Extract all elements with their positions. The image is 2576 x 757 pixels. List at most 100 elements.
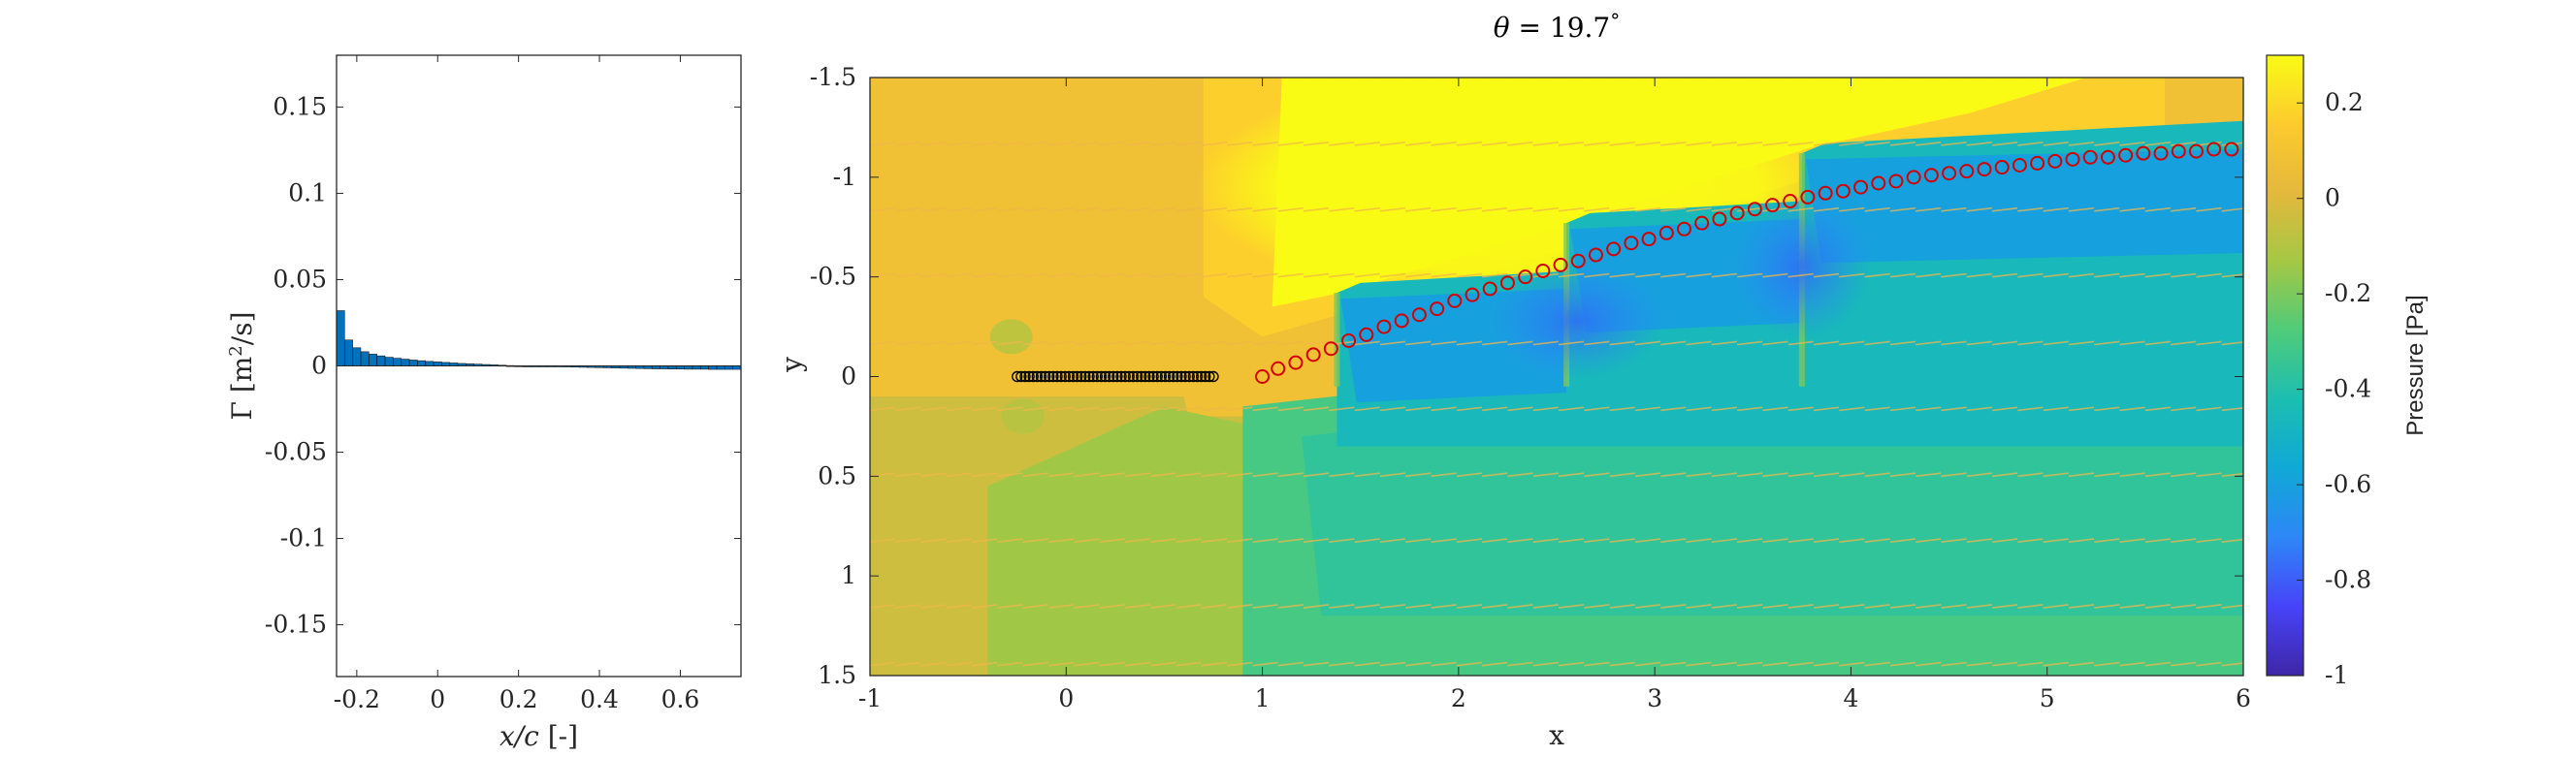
x-tick-label: 3	[1647, 684, 1662, 712]
velocity-arrow	[2068, 406, 2095, 412]
velocity-arrow	[1686, 406, 1712, 412]
pressure-contour-layer	[870, 78, 2243, 676]
velocity-arrow	[1379, 538, 1406, 543]
velocity-arrow	[1660, 661, 1687, 667]
velocity-arrow	[1966, 406, 1992, 412]
wake-vortex-marker	[1376, 319, 1392, 334]
velocity-arrow	[1916, 142, 1942, 146]
velocity-arrow	[1660, 272, 1687, 278]
velocity-arrow	[1150, 472, 1176, 478]
velocity-arrow	[1175, 538, 1202, 543]
velocity-arrow	[895, 604, 921, 609]
velocity-arrow	[2043, 538, 2069, 543]
wake-vortex-marker	[1676, 221, 1691, 237]
velocity-arrow	[1354, 206, 1380, 212]
bound-vortex-marker	[1071, 370, 1083, 383]
velocity-arrow	[1532, 538, 1559, 543]
velocity-arrow	[1405, 406, 1432, 412]
velocity-arrow	[1124, 661, 1151, 667]
velocity-arrow	[1991, 538, 2018, 543]
velocity-arrow	[2094, 538, 2120, 543]
velocity-arrow	[1737, 406, 1763, 412]
velocity-arrow	[1379, 661, 1406, 667]
velocity-arrow	[1354, 340, 1380, 346]
bound-vortex-marker	[1079, 370, 1091, 383]
y-tick-label: -0.5	[810, 263, 856, 291]
velocity-arrow	[1711, 604, 1737, 609]
y-axis-label: Γ [m2/s]	[226, 311, 258, 420]
velocity-arrow	[1277, 206, 1304, 212]
velocity-arrow	[1584, 661, 1610, 667]
velocity-arrow	[2043, 272, 2069, 278]
velocity-arrow	[2043, 340, 2069, 346]
velocity-arrow	[1813, 406, 1840, 412]
velocity-arrow	[1022, 206, 1048, 212]
velocity-arrow	[1839, 340, 1865, 346]
velocity-arrow	[1532, 472, 1559, 478]
velocity-arrow	[1431, 538, 1457, 543]
bound-vortex-marker	[1031, 370, 1044, 383]
circulation-bars	[337, 310, 741, 370]
velocity-arrow	[1532, 272, 1559, 278]
velocity-arrow	[1175, 340, 1202, 346]
circulation-bar	[393, 358, 402, 366]
velocity-arrow	[1889, 472, 1916, 478]
bound-vortex-marker	[1151, 370, 1163, 383]
velocity-arrow	[1941, 538, 1967, 543]
velocity-arrow	[972, 206, 998, 212]
y-tick-label: 0.15	[273, 92, 327, 120]
velocity-arrow	[1737, 340, 1763, 346]
velocity-arrow	[2094, 472, 2120, 478]
velocity-arrow	[1277, 472, 1304, 478]
velocity-arrow	[1201, 206, 1227, 212]
bound-vortex-marker	[1204, 370, 1215, 383]
velocity-arrow	[1966, 142, 1992, 146]
velocity-arrow	[1532, 206, 1559, 212]
velocity-arrow	[1456, 340, 1482, 346]
velocity-arrow	[2119, 142, 2145, 146]
velocity-arrow	[1839, 472, 1865, 478]
velocity-arrow	[1507, 538, 1533, 543]
velocity-arrow	[1991, 206, 2018, 212]
pressure-field-axes: -1 0 1 2 3 4 5 6-1.5-1-0.500.511.5 θ = 19.7° x …	[776, 9, 2251, 751]
velocity-arrow	[1762, 538, 1788, 543]
wake-vortex-marker	[1255, 369, 1271, 384]
wake-vortex-marker	[2153, 145, 2169, 161]
velocity-arrow	[1456, 142, 1482, 146]
velocity-arrow	[1584, 206, 1610, 212]
velocity-arrow	[997, 272, 1023, 278]
velocity-arrow	[1354, 538, 1380, 543]
velocity-arrow	[2094, 272, 2120, 278]
velocity-arrow	[2144, 206, 2171, 212]
velocity-arrow	[2119, 206, 2145, 212]
velocity-arrow	[1303, 472, 1330, 478]
wake-vortex-marker	[1553, 257, 1568, 272]
velocity-arrow	[1329, 272, 1355, 278]
velocity-arrow	[1175, 272, 1202, 278]
velocity-arrow	[1150, 661, 1176, 667]
velocity-arrow	[1864, 272, 1890, 278]
velocity-arrow	[1916, 272, 1942, 278]
velocity-arrow	[1991, 142, 2018, 146]
velocity-arrow	[1074, 272, 1100, 278]
velocity-arrow	[1354, 472, 1380, 478]
velocity-arrow	[2068, 142, 2095, 146]
velocity-arrow	[1303, 142, 1330, 146]
bound-vortex-marker	[1047, 370, 1059, 383]
velocity-arrow	[1916, 206, 1942, 212]
velocity-arrow	[2171, 206, 2197, 212]
velocity-arrow	[2119, 472, 2145, 478]
velocity-arrow	[895, 538, 921, 543]
wake-vortex-marker	[1641, 232, 1657, 247]
velocity-arrow	[1889, 538, 1916, 543]
wake-vortex-marker	[1959, 164, 1975, 179]
bound-vortex-marker	[1015, 370, 1027, 383]
velocity-arrow	[1864, 340, 1890, 346]
velocity-arrow	[972, 272, 998, 278]
velocity-arrow	[1609, 272, 1635, 278]
velocity-arrow	[1456, 272, 1482, 278]
axis-ticks: -1 0 1 2 3 4 5 6 -1.5 -1 -0.5 0 0.5 1 1.5	[810, 63, 2251, 712]
velocity-arrow	[1303, 538, 1330, 543]
y-tick-label: -0.1	[280, 524, 327, 552]
velocity-arrow	[2068, 272, 2095, 278]
